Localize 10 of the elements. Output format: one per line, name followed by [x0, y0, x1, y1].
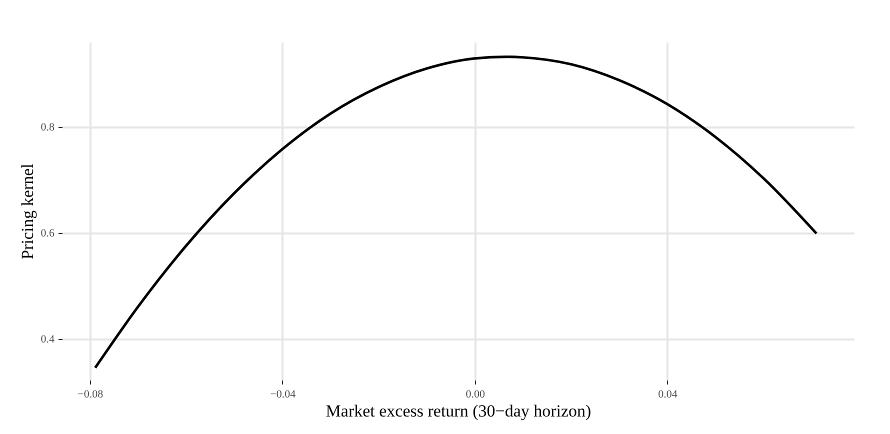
- y-tick-label: 0.4: [40, 334, 55, 346]
- x-tick-label: 0.00: [466, 388, 486, 400]
- y-tick-label: 0.6: [40, 228, 55, 240]
- y-axis-title: Pricing kernel: [18, 163, 37, 260]
- x-axis-title: Market excess return (30−day horizon): [326, 402, 592, 420]
- line-series: [94, 56, 818, 370]
- y-tick-label: 0.8: [40, 121, 55, 134]
- x-tick-label: 0.04: [658, 388, 678, 400]
- x-tick-label: −0.04: [270, 388, 296, 400]
- x-tick-label: −0.08: [78, 388, 104, 400]
